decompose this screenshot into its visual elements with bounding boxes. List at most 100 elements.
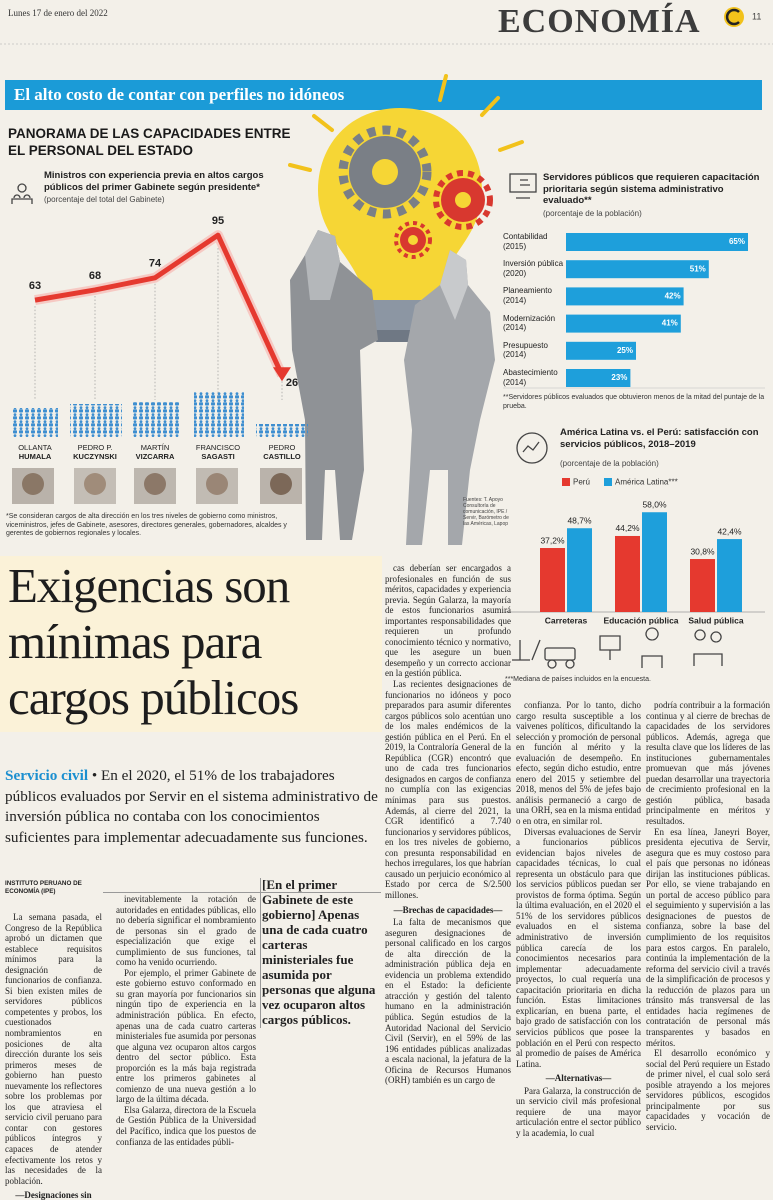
category-label: Salud pública xyxy=(688,615,744,625)
chart-title: Ministros con experiencia previa en alto… xyxy=(44,170,264,193)
text-column: La semana pasada, el Congreso de la Repú… xyxy=(5,912,102,1200)
paragraph: El desarrollo económico y social del Per… xyxy=(646,1048,770,1132)
bar xyxy=(540,548,565,612)
bar xyxy=(566,341,636,360)
category-label: Presupuesto (2014) xyxy=(503,340,548,360)
chart-note: ***Mediana de países incluidos en la enc… xyxy=(505,676,651,683)
pull-quote: [En el primer Gabinete de este gobierno]… xyxy=(262,877,376,1027)
line xyxy=(34,232,285,377)
logo-mark xyxy=(725,8,740,26)
category-label: Planeamiento (2014) xyxy=(503,286,552,305)
value-label: 58,0% xyxy=(642,499,667,509)
paragraph: inevitablemente la rotación de autoridad… xyxy=(116,894,256,968)
source: Fuentes: T. Apoyo Consultoría de comunic… xyxy=(463,497,509,527)
date: Lunes 17 de enero del 2022 xyxy=(8,8,108,18)
legend-label: América Latina*** xyxy=(615,478,678,487)
bar xyxy=(566,369,631,387)
category-label: Educación pública xyxy=(603,615,678,625)
icons xyxy=(11,173,723,669)
line-halo xyxy=(34,230,287,378)
chart-subtitle: (porcentaje de la población) xyxy=(560,459,659,468)
category-label: Modernización (2014) xyxy=(503,313,556,333)
category-label: Inversión pública (2020) xyxy=(503,259,564,278)
chart-note: **Servidores públicos evaluados que obtu… xyxy=(503,394,765,410)
rule xyxy=(5,892,381,893)
headline-box xyxy=(0,556,382,732)
paragraph: podría contribuir a la formación continu… xyxy=(646,700,770,827)
paragraph: confianza. Por lo tanto, dicho cargo res… xyxy=(516,700,641,827)
byline: INSTITUTO PERUANO DE ECONOMÍA (IPE) xyxy=(5,880,103,895)
text-column: cas deberían ser encargados a profesiona… xyxy=(385,563,511,1200)
legend-swatch xyxy=(604,478,612,486)
lead: Servicio civil • En el 2020, el 51% de l… xyxy=(5,766,381,848)
value-label: 30,8% xyxy=(690,546,715,556)
chart-title: Servidores públicos que requieren capaci… xyxy=(543,172,760,206)
chart-subtitle: (porcentaje del total del Gabinete) xyxy=(44,195,165,204)
lead-text: • En el 2020, el 51% de los trabajadores… xyxy=(5,767,378,846)
bar xyxy=(566,233,748,251)
value-label: 42,4% xyxy=(717,526,742,536)
value-label: 41% xyxy=(662,319,678,328)
value-label: 74 xyxy=(149,258,162,270)
category-label: Carreteras xyxy=(545,615,588,625)
bar xyxy=(690,559,715,612)
chart-title: América Latina vs. el Perú: satisfacción… xyxy=(560,427,759,450)
value-label: 65% xyxy=(729,237,745,246)
infographic-title: PANORAMA DE LAS CAPACIDADES ENTRE EL PER… xyxy=(8,126,291,158)
bar xyxy=(642,512,667,612)
chart-note: *Se consideran cargos de alta dirección … xyxy=(6,513,287,538)
paragraph: Diversas evaluaciones de Servir a funcio… xyxy=(516,826,641,1069)
quote-rule xyxy=(260,878,261,1028)
arrow-head xyxy=(273,367,291,382)
paragraph: cas deberían ser encargados a profesiona… xyxy=(385,563,511,679)
section-title: ECONOMÍA xyxy=(498,3,701,40)
category-label: PEDRO CASTILLO xyxy=(263,443,301,461)
paragraph: Las recientes designaciones de funcionar… xyxy=(385,679,511,900)
text-column: podría contribuir a la formación continu… xyxy=(646,700,770,1200)
banner-title: El alto costo de contar con perfiles no … xyxy=(14,85,345,104)
value-label: 25% xyxy=(617,346,633,355)
subhead: —Designaciones sin experiencia— xyxy=(15,1190,92,1200)
value-label: 44,2% xyxy=(615,523,640,533)
category-label: MARTÍN VIZCARRA xyxy=(136,443,175,461)
value-label: 48,7% xyxy=(567,515,592,525)
bar xyxy=(717,539,742,612)
paragraph: Por ejemplo, el primer Gabinete de este … xyxy=(116,967,256,1105)
people-icons xyxy=(12,392,308,437)
paragraph: La semana pasada, el Congreso de la Repú… xyxy=(5,912,102,1186)
value-label: 51% xyxy=(690,264,706,273)
category-label: PEDRO P. KUCZYNSKI xyxy=(73,443,117,461)
legend-swatch xyxy=(562,478,570,486)
text-column: inevitablemente la rotación de autoridad… xyxy=(116,894,256,1200)
value-label: 42% xyxy=(665,292,681,301)
value-label: 68 xyxy=(89,270,101,282)
kicker: Servicio civil xyxy=(5,767,89,784)
category-label: Contabilidad (2015) xyxy=(503,232,548,251)
page-number: 11 xyxy=(752,11,761,21)
value-label: 63 xyxy=(29,280,41,292)
value-label: 37,2% xyxy=(540,535,565,545)
president-photos xyxy=(12,468,302,504)
value-label: 26 xyxy=(286,377,298,389)
infographic: Lunes 17 de enero del 2022 ECONOMÍA 11 E… xyxy=(0,3,773,669)
subhead: —Alternativas— xyxy=(545,1073,612,1084)
bar xyxy=(566,287,684,306)
category-label: FRANCISCO SAGASTI xyxy=(196,443,240,461)
bar xyxy=(615,535,640,612)
bar xyxy=(566,314,681,333)
value-label: 95 xyxy=(212,215,224,227)
chart-subtitle: (porcentaje de la población) xyxy=(543,209,642,218)
paragraph: La falta de mecanismos que aseguren desi… xyxy=(385,917,511,1086)
bar xyxy=(567,528,592,612)
headline: Exigencias son mínimas para cargos públi… xyxy=(8,558,299,725)
paragraph: Para Galarza, la construcción de un serv… xyxy=(516,1085,641,1138)
category-label: OLLANTA HUMALA xyxy=(18,443,52,461)
subhead: —Brechas de capacidades— xyxy=(393,904,503,915)
legend-label: Perú xyxy=(573,478,590,487)
text-column: confianza. Por lo tanto, dicho cargo res… xyxy=(516,700,641,1200)
banner-bg xyxy=(5,80,762,110)
paragraph: En esa línea, Janeyri Boyer, presidenta … xyxy=(646,826,770,1048)
illustration xyxy=(288,74,524,545)
bar xyxy=(566,260,709,279)
